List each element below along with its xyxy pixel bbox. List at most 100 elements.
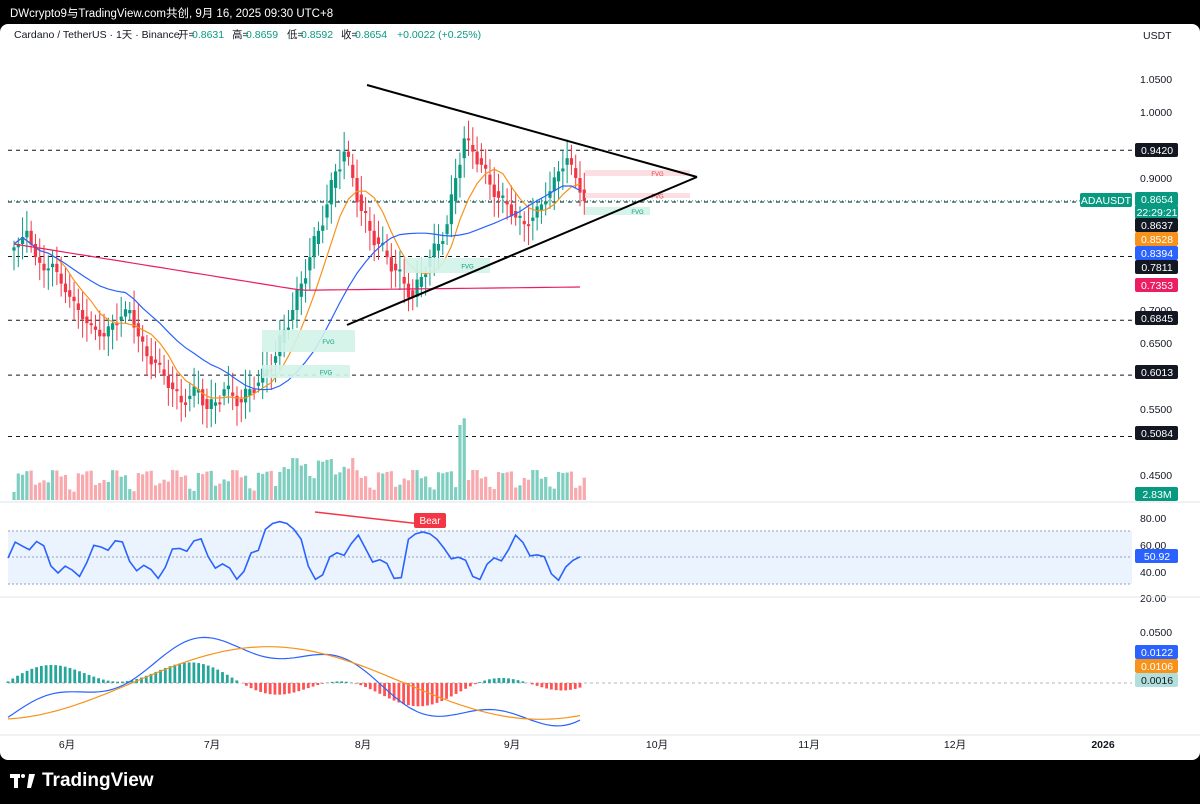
time-axis: 6月 7月 8月 9月 10月 11月 12月 2026 (59, 739, 1115, 751)
macd-hist-bar (330, 681, 334, 683)
signal-line (7, 646, 581, 720)
candle (213, 382, 218, 424)
volume-bar (484, 476, 488, 500)
volume-bar (162, 479, 166, 500)
macd-hist-bar (192, 662, 196, 683)
candle (102, 313, 106, 351)
tradingview-logo[interactable]: TradingView (10, 770, 154, 792)
svg-text:0.0106: 0.0106 (1141, 661, 1173, 673)
candle (505, 188, 509, 220)
svg-text:0.6845: 0.6845 (1141, 313, 1173, 325)
candle (458, 152, 462, 198)
volume-bar (376, 472, 381, 500)
candle (346, 140, 351, 166)
macd-hist-bar (197, 663, 201, 683)
macd-hist-bar (6, 681, 10, 683)
volume-bar (269, 470, 273, 500)
volume-bar (201, 474, 205, 500)
macd-hist-tag: 0.0016 (1135, 673, 1178, 687)
macd-hist-bar (163, 667, 167, 683)
volume-bar (308, 475, 312, 500)
candle (63, 267, 68, 304)
price-tick: 0.4500 (1140, 470, 1172, 482)
candle (85, 298, 89, 342)
volume-bar (243, 475, 248, 500)
volume-bar (286, 468, 291, 500)
macd-hist-bar (297, 683, 301, 692)
volume-bar (402, 478, 406, 500)
volume-bar (68, 489, 72, 500)
macd-hist-bar (68, 667, 72, 683)
macd-hist-bar (173, 664, 177, 683)
volume-bar (381, 473, 385, 500)
macd-hist-bar (316, 683, 320, 686)
candle (38, 238, 42, 281)
price-tag: 0.7811 (1135, 260, 1178, 274)
macd-hist-bar (511, 679, 515, 683)
volume-bar (325, 459, 329, 500)
volume-bar (364, 476, 368, 500)
volume-bar (501, 473, 505, 500)
rsi-tick: 40.00 (1140, 567, 1166, 579)
candle (411, 279, 415, 311)
candle (308, 238, 312, 290)
volume-bar (72, 491, 76, 500)
candle (466, 120, 471, 156)
svg-text:0.0122: 0.0122 (1141, 647, 1173, 659)
volume-bar (398, 484, 402, 500)
svg-text:0.6013: 0.6013 (1141, 367, 1173, 379)
macd-hist-bar (39, 666, 43, 683)
svg-text:0.9420: 0.9420 (1141, 145, 1173, 157)
volume-bar (351, 458, 355, 500)
macd-hist-bar (302, 683, 305, 690)
bear-divergence-line (314, 511, 431, 526)
time-tick: 7月 (204, 739, 220, 751)
volume-bar (226, 481, 230, 500)
volume-bar (20, 474, 25, 500)
volume-bar (175, 470, 179, 500)
svg-text:0.8394: 0.8394 (1141, 248, 1173, 260)
macd-hist-bar (182, 662, 186, 683)
candle (55, 246, 59, 286)
chart-canvas[interactable]: Cardano / TetherUS · 1天 · Binance 开= 0.8… (0, 24, 1200, 760)
candle (149, 337, 153, 380)
macd-hist-bar (345, 681, 348, 683)
svg-text:ADAUSDT: ADAUSDT (1081, 195, 1132, 207)
time-tick: 11月 (798, 739, 819, 751)
price-tag: 0.8528 (1135, 232, 1178, 246)
macd-hist-bar (168, 666, 172, 683)
svg-text:FVG: FVG (651, 172, 664, 178)
macd-hist-bar (87, 674, 91, 683)
macd-hist-bar (11, 678, 15, 683)
ohlc-legend: Cardano / TetherUS · 1天 · Binance 开= 0.8… (14, 28, 481, 41)
volume-bars (12, 418, 586, 500)
macd-hist-bar (530, 683, 534, 685)
volume-bar (89, 470, 93, 500)
macd-hist-bar (221, 672, 224, 683)
macd-hist-bar (445, 683, 448, 699)
volume-bar (192, 490, 196, 500)
macd-hist-bar (144, 675, 148, 683)
macd-hist-bar (573, 683, 577, 689)
macd-hist-bar (535, 683, 539, 686)
time-tick: 8月 (355, 739, 371, 751)
volume-bar (235, 470, 239, 500)
macd-hist-bar (554, 683, 558, 691)
volume-bar (132, 491, 136, 500)
symmetrical-triangle[interactable] (346, 84, 698, 326)
volume-bar (454, 487, 458, 500)
candle (68, 274, 72, 308)
candle (291, 292, 295, 330)
svg-text:2.83M: 2.83M (1142, 489, 1171, 501)
candle (509, 185, 513, 225)
candle (299, 271, 303, 315)
svg-text:50.92: 50.92 (1144, 551, 1170, 563)
candle (561, 149, 565, 190)
candle (235, 386, 239, 426)
macd-hist-bar (49, 664, 53, 683)
volume-bar (98, 482, 102, 500)
macd-hist-bar (335, 681, 339, 683)
macd-hist-bar (292, 683, 296, 693)
volume-bar (518, 485, 522, 500)
